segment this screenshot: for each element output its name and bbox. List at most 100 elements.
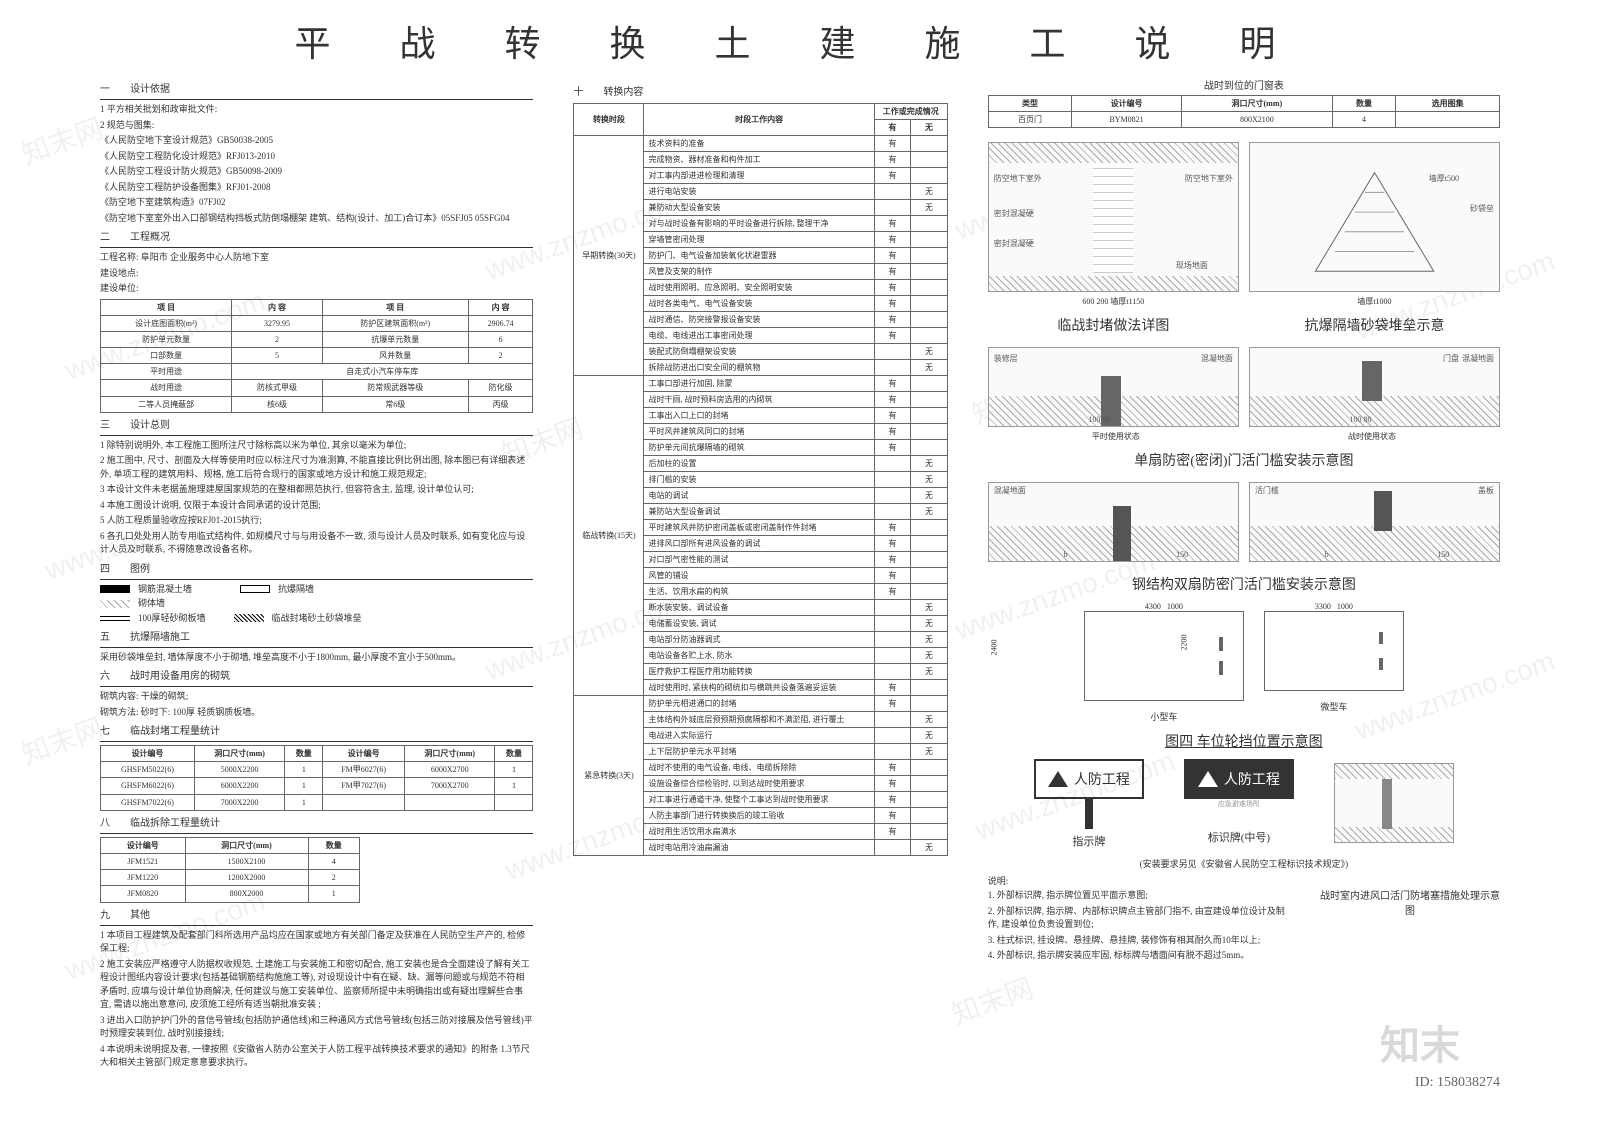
yes-cell	[874, 712, 911, 728]
yes-cell: 有	[874, 392, 911, 408]
yes-cell: 有	[874, 552, 911, 568]
diagram-title: 单扇防密(密闭)门活门槛安装示意图	[988, 450, 1500, 470]
content-cell: 战时各类电气、电气设备安装	[644, 296, 874, 312]
yes-cell: 有	[874, 232, 911, 248]
no-cell	[911, 776, 948, 792]
yes-cell	[874, 600, 911, 616]
yes-cell	[874, 456, 911, 472]
no-cell	[911, 392, 948, 408]
content-cell: 生活、饮用水扁的构筑	[644, 584, 874, 600]
build-loc: 建设地点:	[100, 267, 533, 281]
content-cell: 断水装安装、调试设备	[644, 600, 874, 616]
room-note: 砌筑内容: 干燥的砌筑;	[100, 690, 533, 704]
content-cell: 人防主事部门进行转换换后的竣工验收	[644, 808, 874, 824]
single-door-diagram-a: 装修层 混凝地面 100 80	[988, 347, 1239, 427]
content-cell: 对工事进行通道干净, 使整个工事达到战时使用要求	[644, 792, 874, 808]
triangle-icon	[1198, 771, 1218, 787]
content-cell: 技术资料的准备	[644, 136, 874, 152]
no-cell: 无	[911, 504, 948, 520]
content-cell: 电站的调试	[644, 488, 874, 504]
yes-cell: 有	[874, 424, 911, 440]
state-label: 平时使用状态	[988, 431, 1244, 442]
sec-num: 五	[100, 631, 120, 645]
no-cell: 无	[911, 184, 948, 200]
legend-item: 钢筋混凝土墙抗爆隔墙	[100, 583, 533, 596]
no-cell	[911, 792, 948, 808]
no-cell: 无	[911, 840, 948, 856]
content-cell: 战时用生活饮用水扁满水	[644, 824, 874, 840]
no-cell: 无	[911, 600, 948, 616]
content-cell: 风管及支架的制作	[644, 264, 874, 280]
no-cell	[911, 376, 948, 392]
sign-caption: 标识牌(中号)	[1184, 829, 1294, 845]
other-note: 3 进出入口防护护门外的音信号管线(包括防护通信线)和三种通风方式信号管线(包括…	[100, 1014, 533, 1041]
content-cell: 战时使用照明、应急照明、安全照明安装	[644, 280, 874, 296]
conversion-table: 转换时段 时段工作内容 工作或完成情况 有无 早期转换(30天)技术资料的准备有…	[573, 103, 947, 856]
content-cell: 对工事内部进进检理和清理	[644, 168, 874, 184]
proj-name: 工程名称: 阜阳市 企业服务中心人防地下室	[100, 251, 533, 265]
content-cell: 风管的铺设	[644, 568, 874, 584]
principle: 4 本施工图设计说明, 仅限于本设计合同承诺的设计范围;	[100, 499, 533, 513]
marker-sign: 人防工程	[1184, 759, 1294, 799]
note: 1. 外部标识牌, 指示牌位置见平面示意图;	[988, 889, 1290, 903]
content-cell: 兼防动大型设备安装	[644, 200, 874, 216]
sec-title: 图例	[130, 563, 150, 577]
content-cell: 拆除战防进出口安全间的棚筑物	[644, 360, 874, 376]
content-cell: 工事出入口上口的封堵	[644, 408, 874, 424]
principle: 3 本设计文件未老据盖施理建屋国家规范的在整相都照范执行, 但容符含主, 监理,…	[100, 483, 533, 497]
other-note: 4 本说明未说明提及者, 一律按照《安徽省人防办公室关于人防工程平战转换技术要求…	[100, 1043, 533, 1070]
content-cell: 对与战时设备有影响的平时设备进行拆除, 整理干净	[644, 216, 874, 232]
yes-cell: 有	[874, 408, 911, 424]
double-door-diagram-a: 混凝地面 b 150	[988, 482, 1239, 562]
no-cell: 无	[911, 648, 948, 664]
double-door-diagram-b: 活门槛 盖板 b 150	[1249, 482, 1500, 562]
yes-cell: 有	[874, 696, 911, 712]
sign-note: (安装要求另见《安徽省人民防空工程标识技术规定》)	[988, 857, 1500, 870]
content-cell: 后加柱的设置	[644, 456, 874, 472]
sign-caption: 指示牌	[1034, 833, 1144, 849]
direction-sign: 人防工程	[1034, 759, 1144, 799]
diagram-title: 钢结构双扇防密门活门槛安装示意图	[988, 574, 1500, 594]
content-cell: 电战进入实际运行	[644, 728, 874, 744]
principle: 5 人防工程质量验收应按RFJ01-2015执行;	[100, 514, 533, 528]
yes-cell	[874, 472, 911, 488]
no-cell: 无	[911, 632, 948, 648]
no-cell	[911, 440, 948, 456]
no-cell: 无	[911, 488, 948, 504]
no-cell	[911, 824, 948, 840]
yes-cell: 有	[874, 824, 911, 840]
sec-num: 四	[100, 563, 120, 577]
content-cell: 主体结构外城底层预预期预腐隔都和不满淤阻, 进行覆土	[644, 712, 874, 728]
no-cell	[911, 536, 948, 552]
dim: 4300 1000	[1084, 602, 1244, 611]
other-note: 1 本项目工程建筑及配套部门科所选用产品均应在国家或地方有关部门备定及获准在人民…	[100, 929, 533, 956]
yes-cell: 有	[874, 440, 911, 456]
yes-cell: 有	[874, 680, 911, 696]
yes-cell	[874, 728, 911, 744]
bottom-diagram-title: 战时室内进风口活门防堵塞措施处理示意图	[1320, 887, 1500, 965]
ref-line: 《人民防空地下室设计规范》GB50038-2005	[100, 134, 533, 148]
no-cell: 无	[911, 456, 948, 472]
content-cell: 设施设备综合综检验时, 以到达战时使用要求	[644, 776, 874, 792]
no-cell: 无	[911, 472, 948, 488]
sec-title: 设计总则	[130, 419, 170, 433]
door-table: 类型设计编号洞口尺寸(mm)数量选用图集 百页门BYM0821800X21004	[988, 95, 1500, 128]
vent-diagram	[1334, 763, 1454, 843]
yes-cell	[874, 344, 911, 360]
overview-table: 项 目内 容项 目内 容 设计底图面积(m²)3279.95防护区建筑面积(m²…	[100, 299, 533, 413]
sec-num: 三	[100, 419, 120, 433]
no-cell: 无	[911, 744, 948, 760]
principle: 2 施工图中, 尺寸、剖面及大样等使用时应以标注尺寸为准测算, 不能直接比例比例…	[100, 454, 533, 481]
car-type: 小型车	[1084, 710, 1244, 723]
diagram-title: 图四 车位轮挡位置示意图	[988, 731, 1500, 751]
yes-cell: 有	[874, 760, 911, 776]
single-door-diagram-b: 混凝地面 门盘 100 80	[1249, 347, 1500, 427]
content-cell: 进排风口部所有进风设备的调试	[644, 536, 874, 552]
dim: 3300 1000	[1264, 602, 1404, 611]
sec-title: 抗爆隔墙施工	[130, 631, 190, 645]
no-cell	[911, 136, 948, 152]
yes-cell: 有	[874, 216, 911, 232]
yes-cell	[874, 632, 911, 648]
yes-cell: 有	[874, 168, 911, 184]
sec-title: 设计依据	[130, 83, 170, 97]
